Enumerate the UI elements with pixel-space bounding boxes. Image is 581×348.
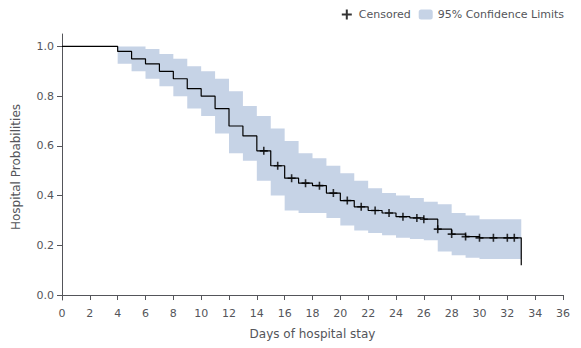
svg-text:Days of hospital stay: Days of hospital stay (250, 327, 376, 341)
svg-text:2: 2 (86, 307, 93, 320)
svg-text:Hospital Probabilities: Hospital Probabilities (9, 104, 23, 230)
svg-text:0.0: 0.0 (37, 289, 55, 302)
svg-text:6: 6 (142, 307, 149, 320)
svg-text:26: 26 (417, 307, 431, 320)
svg-text:22: 22 (361, 307, 375, 320)
svg-text:Censored: Censored (359, 8, 411, 21)
svg-text:10: 10 (194, 307, 208, 320)
svg-text:4: 4 (114, 307, 121, 320)
svg-text:0.2: 0.2 (37, 239, 55, 252)
svg-text:1.0: 1.0 (37, 40, 55, 53)
svg-text:32: 32 (500, 307, 514, 320)
svg-text:0.8: 0.8 (37, 90, 55, 103)
svg-text:28: 28 (445, 307, 459, 320)
svg-text:95% Confidence Limits: 95% Confidence Limits (438, 8, 565, 21)
svg-text:36: 36 (556, 307, 570, 320)
svg-text:30: 30 (473, 307, 487, 320)
svg-text:18: 18 (306, 307, 320, 320)
svg-text:20: 20 (333, 307, 347, 320)
svg-text:8: 8 (170, 307, 177, 320)
svg-text:16: 16 (278, 307, 292, 320)
svg-text:34: 34 (528, 307, 542, 320)
svg-text:12: 12 (222, 307, 236, 320)
svg-text:0.6: 0.6 (37, 139, 55, 152)
svg-text:24: 24 (389, 307, 403, 320)
svg-text:0.4: 0.4 (37, 189, 55, 202)
svg-text:14: 14 (250, 307, 264, 320)
svg-text:0: 0 (59, 307, 66, 320)
